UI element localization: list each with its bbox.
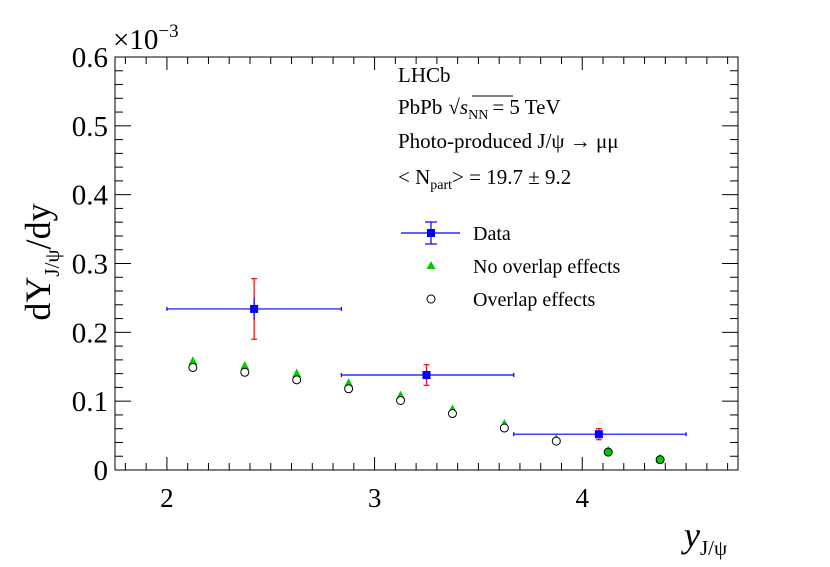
annotations: LHCb PbPb √sNN = 5 TeV Photo-produced J/ψ … <box>398 63 619 193</box>
y-axis-label: dYJ/ψ/dy <box>18 203 64 320</box>
y-tick-label: 0.2 <box>72 317 108 349</box>
model-points <box>188 356 665 465</box>
legend-data-label: Data <box>473 223 511 245</box>
overlap-point <box>603 447 613 457</box>
y-tick-label: 0.1 <box>72 386 108 418</box>
legend: Data No overlap effects Overlap effects <box>401 221 621 311</box>
overlap-point <box>655 455 665 465</box>
y-tick-label: 0.6 <box>72 42 108 74</box>
axis-ticks <box>115 56 738 471</box>
legend-data-marker <box>427 229 435 237</box>
x-axis-label: yJ/ψ <box>681 515 727 560</box>
overlap-point <box>499 423 509 433</box>
data-points <box>166 297 687 439</box>
legend-no-overlap-marker <box>426 261 436 269</box>
overlap-point <box>344 384 354 394</box>
annotation-collision: PbPb √sNN = 5 TeV <box>398 95 561 123</box>
y-tick-label: 0.3 <box>72 249 108 281</box>
legend-overlap-marker <box>426 294 436 304</box>
no-overlap-point <box>240 361 250 370</box>
annotation-process: Photo-produced J/ψ → μμ <box>398 129 619 153</box>
overlap-point <box>292 375 302 385</box>
data-point <box>250 304 259 313</box>
y-tick-label: 0 <box>94 455 109 487</box>
overlap-point <box>240 367 250 377</box>
legend-no-overlap-label: No overlap effects <box>473 256 621 278</box>
legend-overlap-label: Overlap effects <box>473 289 596 311</box>
axis-tick-labels: 2 3 4 0 0.1 0.2 0.3 0.4 0.5 0.6 <box>72 42 590 513</box>
y-multiplier: ×10−3 <box>113 21 179 56</box>
no-overlap-point <box>344 378 354 387</box>
y-tick-label: 0.5 <box>72 111 108 143</box>
annotation-npart: < Npart> = 19.7 ± 9.2 <box>398 165 571 193</box>
no-overlap-point <box>292 368 302 378</box>
y-tick-label: 0.4 <box>72 180 109 212</box>
overlap-point <box>551 436 561 446</box>
overlap-point <box>447 409 457 419</box>
overlap-point <box>396 395 406 405</box>
no-overlap-point <box>188 356 198 365</box>
data-point <box>422 371 431 380</box>
x-tick-label: 4 <box>576 483 590 513</box>
data-point <box>594 430 603 439</box>
overlap-point <box>188 362 198 372</box>
x-tick-label: 3 <box>368 483 382 513</box>
x-tick-label: 2 <box>160 483 174 513</box>
annotation-experiment: LHCb <box>398 63 451 87</box>
